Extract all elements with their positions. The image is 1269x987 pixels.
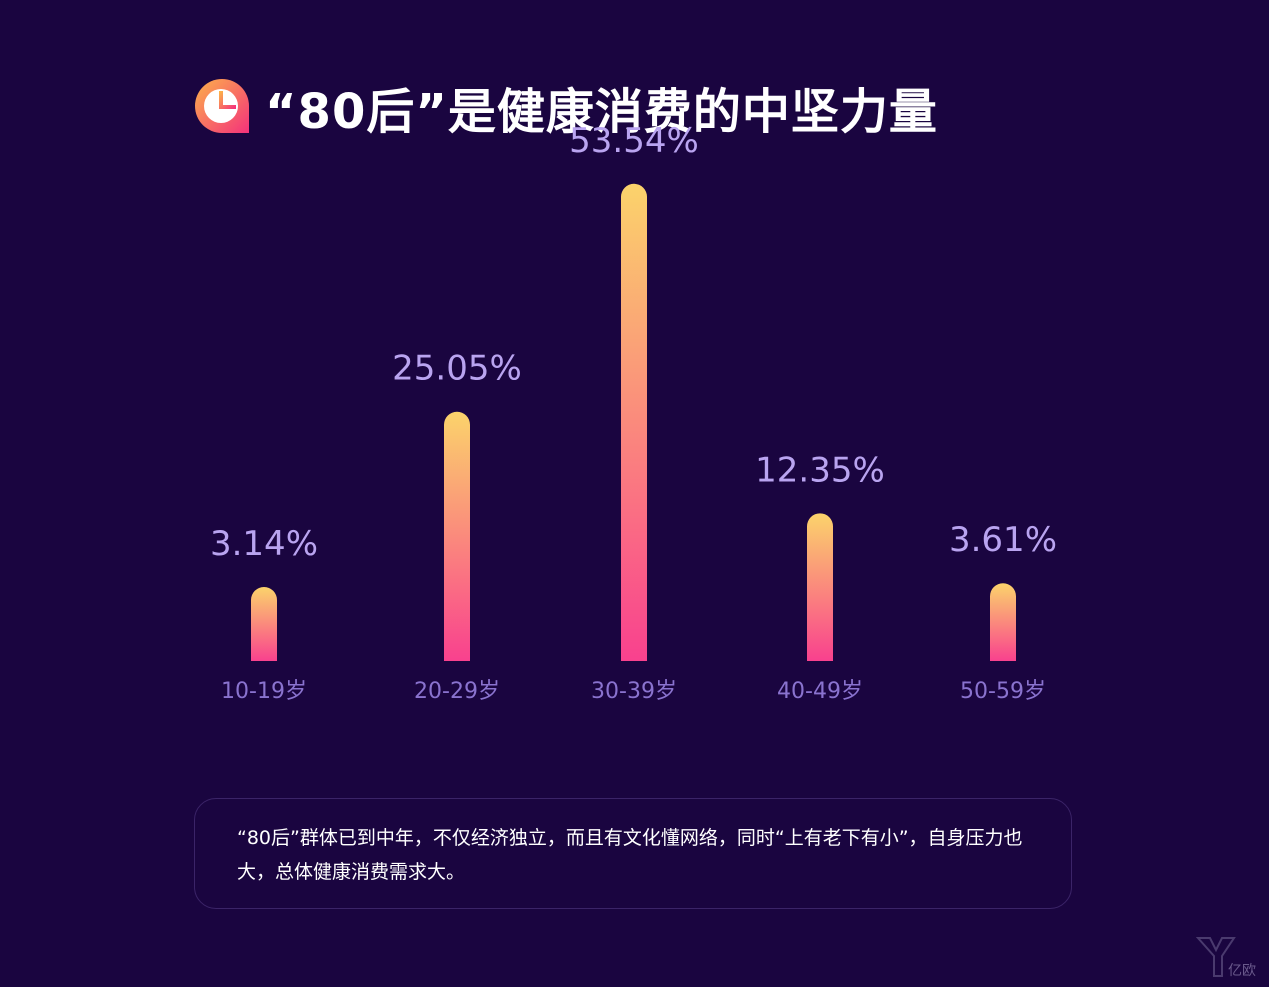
category-label: 10-19岁 [221, 679, 307, 704]
bar-20-29岁 [444, 411, 470, 661]
page-title: “80后”是健康消费的中坚力量 [265, 84, 938, 140]
bar-30-39岁 [621, 183, 647, 662]
category-label: 30-39岁 [591, 679, 677, 704]
category-label: 20-29岁 [414, 679, 500, 704]
value-label: 3.61% [949, 520, 1057, 560]
category-label: 40-49岁 [777, 679, 863, 704]
category-label: 50-59岁 [960, 679, 1046, 704]
bar-50-59岁 [990, 583, 1016, 661]
value-label: 25.05% [392, 349, 522, 389]
watermark-text: 亿欧 [1228, 963, 1256, 979]
bar-10-19岁 [251, 587, 277, 661]
pie-chart-icon [195, 79, 249, 133]
caption-text: “80后”群体已到中年，不仅经济独立，而且有文化懂网络，同时“上有老下有小”，自… [237, 827, 1023, 883]
value-label: 3.14% [210, 524, 318, 564]
title-row: “80后”是健康消费的中坚力量 [193, 72, 938, 142]
caption-box: “80后”群体已到中年，不仅经济独立，而且有文化懂网络，同时“上有老下有小”，自… [194, 798, 1072, 909]
bar-chart: 3.14% 10-19岁 25.05% 20-29岁 53.54% 30-39岁 12.35… [210, 121, 1057, 704]
value-label: 53.54% [569, 121, 699, 161]
bar-40-49岁 [807, 513, 833, 661]
yiou-logo-icon [1196, 937, 1236, 977]
value-label: 12.35% [755, 450, 885, 490]
